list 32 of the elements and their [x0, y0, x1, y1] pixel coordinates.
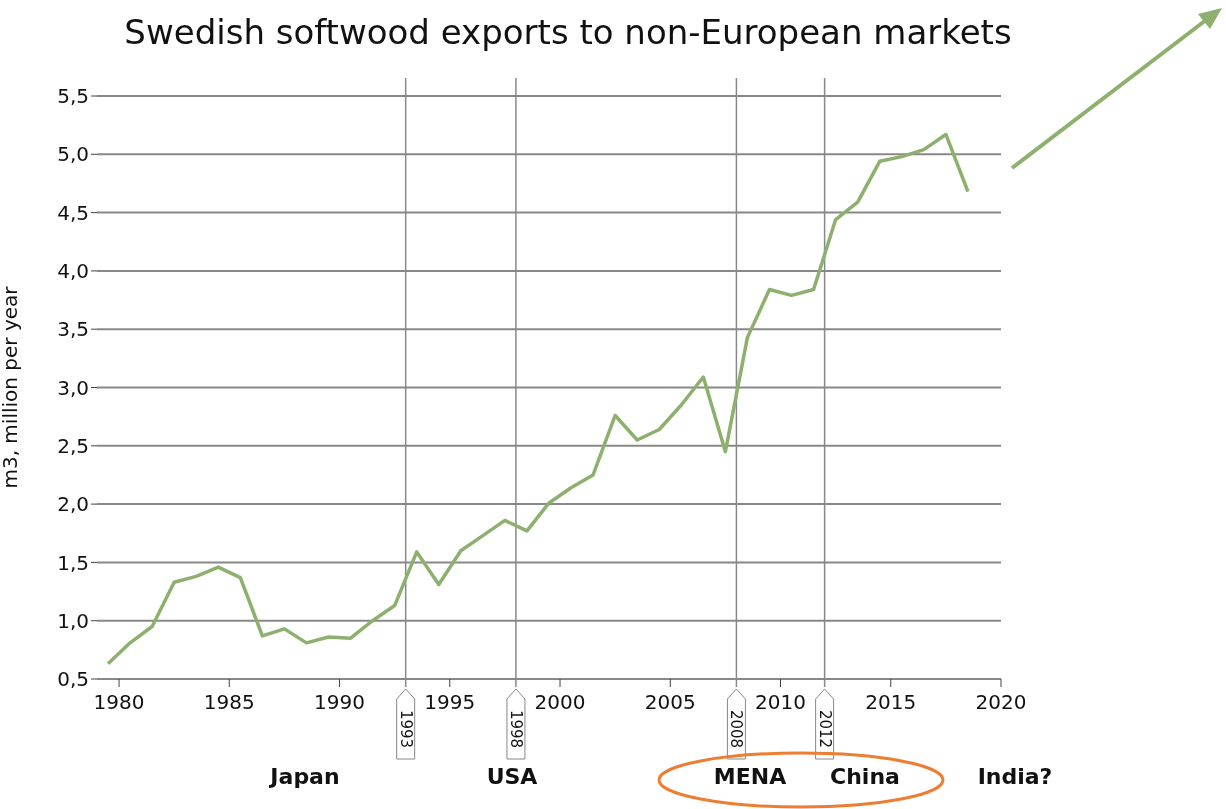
ref-line-label: 2012	[815, 709, 834, 749]
x-tick-label: 2020	[975, 690, 1027, 715]
ref-line-label: 2008	[727, 709, 746, 749]
x-tick-label: 1980	[93, 690, 145, 715]
text: India?	[976, 764, 1054, 789]
y-tick-label: 3,0	[57, 375, 89, 400]
y-tick-label: 1,5	[57, 550, 89, 575]
ref-line-label: 1993	[396, 709, 415, 749]
y-tick-label: 2,0	[57, 492, 89, 517]
y-tick-label: 4,0	[57, 259, 89, 283]
x-tick-label: 2005	[644, 690, 696, 715]
x-tick-label: 1990	[314, 690, 365, 715]
x-tick-label: 2000	[534, 690, 586, 715]
y-tick-label: 5,5	[57, 84, 89, 109]
y-tick-label: 5,0	[57, 142, 89, 167]
y-tick-label: 0,5	[57, 667, 89, 692]
x-tick-label: 2010	[755, 690, 806, 715]
text: China	[829, 764, 901, 789]
x-tick-label: 1985	[203, 690, 255, 715]
y-axis-title: m3, million per year	[0, 285, 23, 489]
y-tick-label: 1,0	[57, 608, 89, 633]
y-tick-label: 2,5	[57, 433, 89, 458]
text: USA	[485, 764, 539, 789]
ref-line-label: 1998	[506, 709, 525, 749]
chart-title: Swedish softwood exports to non-European markets	[123, 12, 1013, 52]
y-tick-label: 4,5	[57, 200, 89, 225]
x-tick-label: 2015	[865, 690, 917, 715]
y-tick-label: 3,5	[57, 317, 89, 342]
line-series	[106, 132, 970, 666]
text: MENA	[712, 764, 788, 789]
x-tick-label: 1995	[424, 690, 476, 715]
text: Japan	[268, 764, 341, 789]
